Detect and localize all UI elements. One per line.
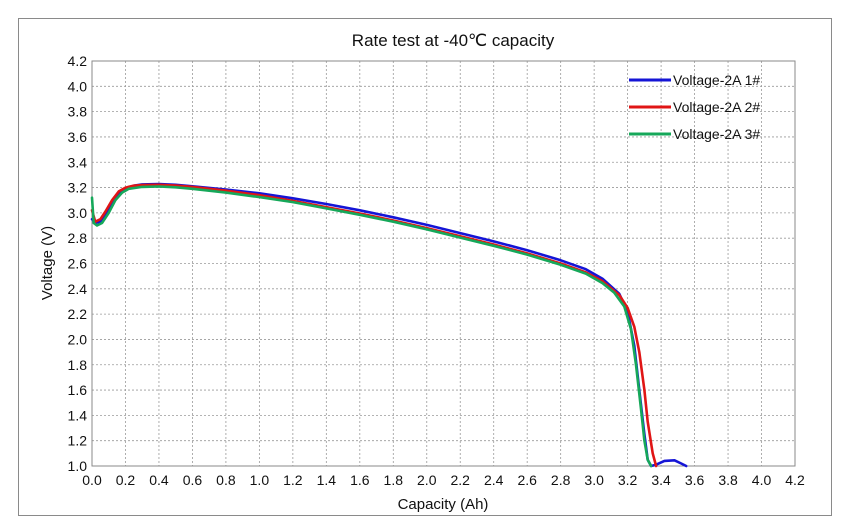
x-tick-label: 0.8 xyxy=(216,472,236,488)
x-tick-labels: 0.0 0.2 0.4 0.6 0.8 1.0 1.2 1.4 1.6 1.8 2.0 2.2 2.4 2… xyxy=(82,472,805,488)
plot-area-border xyxy=(91,60,796,467)
legend-item-2: Voltage-2A 2# xyxy=(629,99,760,115)
y-tick-label: 3.8 xyxy=(68,104,88,120)
legend-label: Voltage-2A 2# xyxy=(673,99,760,115)
y-tick-label: 2.8 xyxy=(68,230,88,246)
y-tick-label: 1.0 xyxy=(68,458,88,474)
x-tick-label: 1.2 xyxy=(283,472,303,488)
y-tick-label: 1.2 xyxy=(68,433,88,449)
x-tick-label: 0.2 xyxy=(116,472,136,488)
y-tick-label: 3.2 xyxy=(68,180,88,196)
chart-title: Rate test at -40℃ capacity xyxy=(352,31,555,50)
x-tick-label: 2.4 xyxy=(484,472,504,488)
x-tick-label: 3.4 xyxy=(651,472,671,488)
x-tick-label: 2.6 xyxy=(517,472,537,488)
legend-item-3: Voltage-2A 3# xyxy=(629,126,760,142)
series-lines xyxy=(90,182,688,468)
x-tick-label: 2.8 xyxy=(551,472,571,488)
grid xyxy=(92,61,795,466)
y-tick-label: 4.0 xyxy=(68,78,88,94)
y-tick-label: 3.4 xyxy=(68,154,88,170)
x-tick-label: 3.0 xyxy=(584,472,604,488)
x-tick-label: 3.8 xyxy=(718,472,738,488)
y-tick-label: 2.6 xyxy=(68,256,88,272)
y-tick-label: 2.4 xyxy=(68,281,88,297)
series-line-2 xyxy=(90,183,658,468)
y-tick-label: 3.6 xyxy=(68,129,88,145)
legend-item-1: Voltage-2A 1# xyxy=(629,72,760,88)
y-axis-label: Voltage (V) xyxy=(39,226,56,300)
y-tick-label: 1.4 xyxy=(68,407,88,423)
x-tick-label: 4.2 xyxy=(785,472,805,488)
legend-label: Voltage-2A 1# xyxy=(673,72,760,88)
y-tick-label: 1.8 xyxy=(68,357,88,373)
series-line-1 xyxy=(90,182,688,468)
y-tick-label: 1.6 xyxy=(68,382,88,398)
x-tick-label: 0.6 xyxy=(183,472,203,488)
x-axis-label: Capacity (Ah) xyxy=(398,496,489,513)
series-line-3 xyxy=(90,185,653,468)
y-tick-label: 3.0 xyxy=(68,205,88,221)
x-tick-label: 1.8 xyxy=(384,472,404,488)
x-tick-label: 1.4 xyxy=(317,472,337,488)
x-tick-label: 0.4 xyxy=(149,472,169,488)
y-tick-labels: 1.0 1.2 1.4 1.6 1.8 2.0 2.2 2.4 2.6 2.8 3.0 3.2 3.4 3… xyxy=(68,53,88,474)
voltage-capacity-chart: Rate test at -40℃ capacity 0.0 0.2 0.4 0.6 0… xyxy=(39,31,805,513)
legend-label: Voltage-2A 3# xyxy=(673,126,760,142)
x-tick-label: 1.0 xyxy=(250,472,270,488)
x-tick-label: 2.2 xyxy=(451,472,471,488)
chart-frame: Rate test at -40℃ capacity 0.0 0.2 0.4 0.6 0… xyxy=(18,18,832,516)
x-tick-label: 4.0 xyxy=(752,472,772,488)
x-tick-label: 2.0 xyxy=(417,472,437,488)
x-tick-label: 3.2 xyxy=(618,472,638,488)
x-tick-label: 1.6 xyxy=(350,472,370,488)
x-tick-label: 3.6 xyxy=(685,472,705,488)
x-tick-label: 0.0 xyxy=(82,472,102,488)
y-tick-label: 2.2 xyxy=(68,306,88,322)
legend: Voltage-2A 1# Voltage-2A 2# Voltage-2A 3# xyxy=(629,72,760,142)
y-tick-label: 4.2 xyxy=(68,53,88,69)
y-tick-label: 2.0 xyxy=(68,331,88,347)
